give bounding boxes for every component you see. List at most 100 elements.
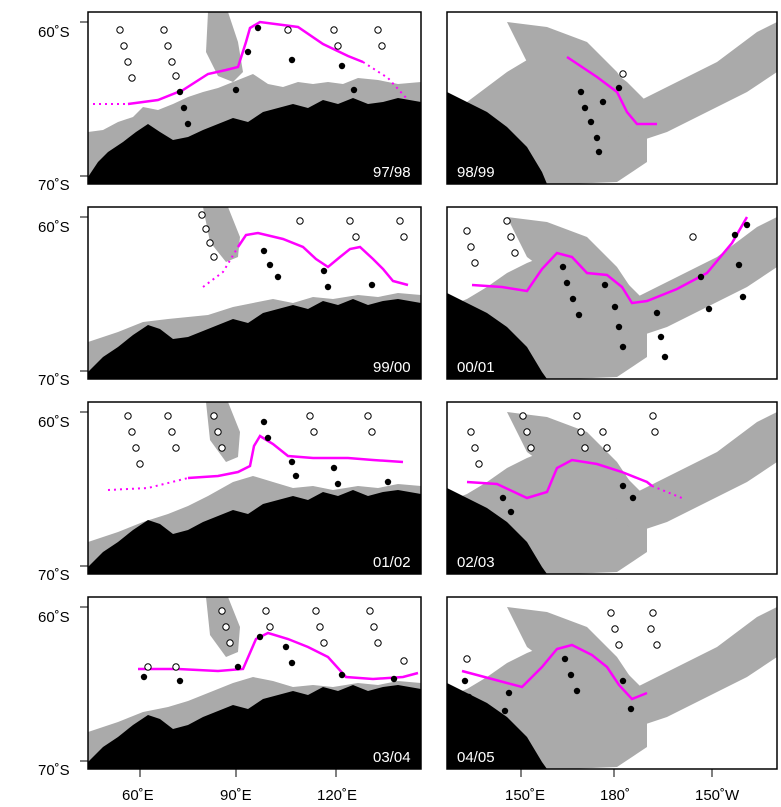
- panel-frame: [446, 596, 778, 770]
- season-label: 97/98: [373, 164, 411, 181]
- lat-label-60s-row4: 60˚S: [38, 609, 70, 626]
- lon-label-60e: 60˚E: [122, 787, 154, 804]
- filled-circle-marker-icon: [282, 643, 290, 651]
- open-circle-marker-icon: [651, 428, 659, 436]
- open-circle-marker-icon: [164, 42, 172, 50]
- open-circle-marker-icon: [647, 625, 655, 633]
- open-circle-marker-icon: [210, 412, 218, 420]
- lat-label-60s-row3: 60˚S: [38, 414, 70, 431]
- front-line-dotted: [107, 477, 189, 491]
- filled-circle-marker-icon: [611, 303, 619, 311]
- open-circle-marker-icon: [374, 26, 382, 34]
- open-circle-marker-icon: [296, 217, 304, 225]
- filled-circle-marker-icon: [561, 655, 569, 663]
- open-circle-marker-icon: [366, 607, 374, 615]
- open-circle-marker-icon: [352, 233, 360, 241]
- filled-circle-marker-icon: [573, 687, 581, 695]
- filled-circle-marker-icon: [567, 671, 575, 679]
- filled-circle-marker-icon: [743, 221, 751, 229]
- station-markers: [124, 412, 392, 488]
- filled-circle-marker-icon: [180, 104, 188, 112]
- open-circle-marker-icon: [467, 243, 475, 251]
- open-circle-marker-icon: [689, 233, 697, 241]
- filled-circle-marker-icon: [497, 725, 505, 733]
- open-circle-marker-icon: [527, 444, 535, 452]
- open-circle-marker-icon: [471, 444, 479, 452]
- station-markers: [461, 609, 661, 733]
- panel-99-00: 99/00: [87, 206, 422, 380]
- filled-circle-marker-icon: [619, 482, 627, 490]
- open-circle-marker-icon: [172, 663, 180, 671]
- open-circle-marker-icon: [222, 623, 230, 631]
- filled-circle-marker-icon: [324, 283, 332, 291]
- open-circle-marker-icon: [128, 74, 136, 82]
- open-circle-marker-icon: [144, 663, 152, 671]
- panel-98-99: 98/99: [446, 11, 778, 185]
- season-label: 01/02: [373, 554, 411, 571]
- open-circle-marker-icon: [607, 609, 615, 617]
- station-markers: [140, 607, 408, 685]
- lon-label-150e: 150˚E: [505, 787, 545, 804]
- filled-circle-marker-icon: [266, 261, 274, 269]
- open-circle-marker-icon: [168, 58, 176, 66]
- filled-circle-marker-icon: [697, 273, 705, 281]
- open-circle-marker-icon: [603, 444, 611, 452]
- open-circle-marker-icon: [463, 655, 471, 663]
- open-circle-marker-icon: [128, 428, 136, 436]
- sea-ice-shelf-north: [507, 22, 777, 142]
- filled-circle-marker-icon: [384, 478, 392, 486]
- antarctic-continent: [447, 92, 547, 184]
- open-circle-marker-icon: [503, 217, 511, 225]
- lat-label-70s-row3: 70˚S: [38, 567, 70, 584]
- open-circle-marker-icon: [124, 412, 132, 420]
- front-line: [466, 458, 653, 500]
- filled-circle-marker-icon: [260, 418, 268, 426]
- panel-03-04: 03/04: [87, 596, 422, 770]
- open-circle-marker-icon: [164, 412, 172, 420]
- filled-circle-marker-icon: [350, 86, 358, 94]
- filled-circle-marker-icon: [619, 677, 627, 685]
- open-circle-marker-icon: [346, 217, 354, 225]
- open-circle-marker-icon: [378, 42, 386, 50]
- panel-01-02: 01/02: [87, 401, 422, 575]
- filled-circle-marker-icon: [499, 494, 507, 502]
- sea-ice-shelf-tongue: [203, 207, 240, 262]
- filled-circle-marker-icon: [581, 104, 589, 112]
- open-circle-marker-icon: [124, 58, 132, 66]
- sea-ice-shelf-north: [507, 412, 777, 532]
- open-circle-marker-icon: [649, 412, 657, 420]
- filled-circle-marker-icon: [601, 281, 609, 289]
- filled-circle-marker-icon: [501, 707, 509, 715]
- season-label: 04/05: [457, 749, 495, 766]
- open-circle-marker-icon: [475, 460, 483, 468]
- filled-circle-marker-icon: [559, 263, 567, 271]
- open-circle-marker-icon: [364, 412, 372, 420]
- open-circle-marker-icon: [210, 253, 218, 261]
- filled-circle-marker-icon: [254, 24, 262, 32]
- open-circle-marker-icon: [306, 412, 314, 420]
- filled-circle-marker-icon: [507, 508, 515, 516]
- open-circle-marker-icon: [226, 639, 234, 647]
- open-circle-marker-icon: [519, 412, 527, 420]
- filled-circle-marker-icon: [731, 231, 739, 239]
- open-circle-marker-icon: [132, 444, 140, 452]
- filled-circle-marker-icon: [334, 480, 342, 488]
- antarctic-continent: [88, 685, 421, 769]
- season-label: 99/00: [373, 359, 411, 376]
- open-circle-marker-icon: [172, 72, 180, 80]
- filled-circle-marker-icon: [256, 633, 264, 641]
- filled-circle-marker-icon: [615, 323, 623, 331]
- open-circle-marker-icon: [316, 623, 324, 631]
- open-circle-marker-icon: [619, 70, 627, 78]
- season-label: 98/99: [457, 164, 495, 181]
- open-circle-marker-icon: [198, 211, 206, 219]
- open-circle-marker-icon: [611, 625, 619, 633]
- filled-circle-marker-icon: [288, 659, 296, 667]
- front-line: [566, 55, 657, 126]
- filled-circle-marker-icon: [330, 464, 338, 472]
- panel-frame: [446, 11, 778, 185]
- panel-frame: [87, 206, 422, 380]
- open-circle-marker-icon: [649, 609, 657, 617]
- filled-circle-marker-icon: [473, 709, 481, 717]
- front-line-dotted-east: [362, 61, 409, 101]
